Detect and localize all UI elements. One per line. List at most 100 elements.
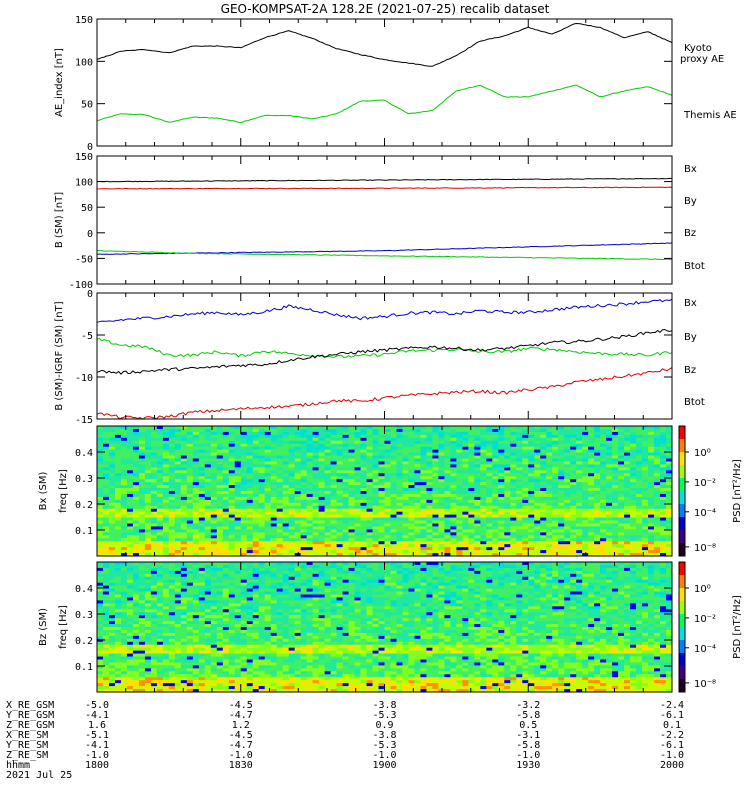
spectrogram-cell (288, 476, 296, 480)
spectrogram-cell (264, 437, 272, 442)
spectrogram-cell (636, 553, 643, 557)
spectrogram-cell (540, 485, 547, 489)
spectrogram-cell (390, 461, 397, 465)
spectrogram-cell (426, 455, 433, 459)
spectrogram-cell (564, 541, 571, 545)
spectrogram-cell (642, 541, 649, 545)
spectrogram-cell (606, 508, 613, 513)
spectrogram-cell (288, 461, 296, 465)
spectrogram-cell (252, 526, 260, 530)
spectrogram-cell (486, 523, 493, 527)
spectrogram-cell (456, 514, 463, 518)
spectrogram-cell (594, 437, 601, 442)
spectrogram-cell (600, 567, 607, 572)
spectrogram-cell (546, 502, 553, 507)
spectrogram-cell (288, 573, 296, 578)
spectrogram-cell (192, 467, 200, 471)
spectrogram-cell (234, 461, 242, 465)
spectrogram-cell (246, 520, 254, 524)
spectrogram-cell (396, 541, 403, 545)
spectrogram-cell (462, 443, 469, 448)
spectrogram-cell (126, 526, 134, 530)
spectrogram-cell (126, 508, 134, 513)
spectrogram-cell (282, 476, 290, 480)
spectrogram-cell (276, 550, 284, 554)
spectrogram-cell (180, 452, 188, 456)
spectrogram-cell (408, 547, 415, 551)
spectrogram-cell (462, 428, 469, 433)
spectrogram-cell (618, 476, 625, 480)
spectrogram-cell (666, 488, 673, 492)
spectrogram-cell (438, 523, 445, 527)
spectrogram-cell (462, 437, 469, 442)
spectrogram-cell (426, 523, 433, 527)
spectrogram-cell (396, 491, 403, 495)
spectrogram-cell (114, 476, 122, 480)
spectrogram-cell (330, 505, 337, 510)
spectrogram-cell (540, 564, 547, 569)
spectrogram-cell (354, 443, 361, 448)
spectrogram-cell (396, 431, 403, 436)
spectrogram-cell (324, 564, 331, 569)
spectrogram-cell (192, 523, 200, 527)
spectrogram-cell (234, 511, 242, 516)
spectrogram-cell (234, 434, 242, 439)
spectrogram-cell (150, 514, 158, 518)
spectrogram-cell (504, 491, 511, 495)
spectrogram-cell (660, 517, 667, 521)
spectrogram-cell (156, 567, 164, 572)
spectrogram-cell (618, 570, 625, 575)
spectrogram-cell (504, 520, 511, 524)
spectrogram-cell (582, 443, 589, 448)
spectrogram-cell (450, 452, 457, 456)
spectrogram-cell (366, 449, 373, 453)
spectrogram-cell (252, 440, 260, 445)
spectrogram-cell (168, 426, 176, 430)
spectrogram-cell (318, 491, 325, 495)
spectrogram-cell (498, 426, 505, 430)
spectrogram-cell (528, 473, 535, 477)
spectrogram-cell (474, 573, 481, 578)
spectrogram-cell (312, 437, 320, 442)
spectrogram-cell (618, 449, 625, 453)
spectrogram-cell (528, 467, 535, 471)
spectrogram-cell (498, 562, 505, 566)
spectrogram-cell (312, 511, 320, 516)
spectrogram-cell (438, 499, 445, 504)
spectrogram-cell (114, 464, 122, 468)
spectrogram-cell (396, 532, 403, 536)
spectrogram-cell (492, 431, 499, 436)
spectrogram-cell (216, 550, 224, 554)
spectrogram-cell (636, 464, 643, 468)
spectrogram-cell (648, 573, 655, 578)
spectrogram-cell (294, 529, 302, 533)
spectrogram-cell (558, 550, 565, 554)
spectrogram-cell (462, 434, 469, 439)
spectrogram-cell (330, 526, 337, 530)
spectrogram-cell (330, 467, 337, 471)
spectrogram-cell (288, 440, 296, 445)
spectrogram-cell (97, 426, 104, 430)
spectrogram-cell (606, 535, 613, 539)
spectrogram-cell (276, 426, 284, 430)
spectrogram-cell (402, 458, 409, 462)
spectrogram-cell (246, 562, 254, 566)
spectrogram-cell (402, 473, 409, 477)
spectrogram-cell (372, 547, 379, 551)
spectrogram-cell (366, 553, 373, 557)
spectrogram-cell (648, 476, 655, 480)
spectrogram-cell (582, 529, 589, 533)
spectrogram-cell (354, 544, 361, 548)
spectrogram-cell (456, 458, 463, 462)
spectrogram-cell (330, 514, 337, 518)
spectrogram-cell (600, 523, 607, 527)
spectrogram-cell (444, 458, 451, 462)
spectrogram-cell (150, 458, 158, 462)
spectrogram-cell (108, 455, 116, 459)
spectrogram-cell (648, 470, 655, 474)
spectrogram-cell (498, 428, 505, 433)
spectrogram-cell (306, 470, 314, 474)
spectrogram-cell (366, 479, 373, 483)
spectrogram-cell (582, 461, 589, 465)
spectrogram-cell (294, 464, 302, 468)
